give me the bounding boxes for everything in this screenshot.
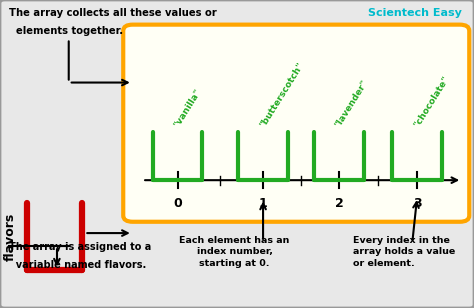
Text: "vanilla": "vanilla" [173,88,203,129]
Text: flavors: flavors [4,212,17,261]
Text: 2: 2 [335,197,343,210]
Text: 3: 3 [413,197,421,210]
Text: The array collects all these values or: The array collects all these values or [9,8,217,18]
Text: variable named flavors.: variable named flavors. [9,260,147,270]
Text: Each element has an
index number,
starting at 0.: Each element has an index number, starti… [180,236,290,268]
Text: 0: 0 [173,197,182,210]
FancyBboxPatch shape [123,25,469,222]
Text: Every index in the
array holds a value
or element.: Every index in the array holds a value o… [353,236,456,268]
Text: "butterscotch": "butterscotch" [258,61,305,129]
Text: "chocolate": "chocolate" [412,75,451,129]
Text: 1: 1 [259,197,267,210]
Text: Scientech Easy: Scientech Easy [368,8,462,18]
Text: "lavender": "lavender" [334,79,370,129]
Text: elements together.: elements together. [9,26,124,36]
Text: The array is assigned to a: The array is assigned to a [9,242,152,252]
